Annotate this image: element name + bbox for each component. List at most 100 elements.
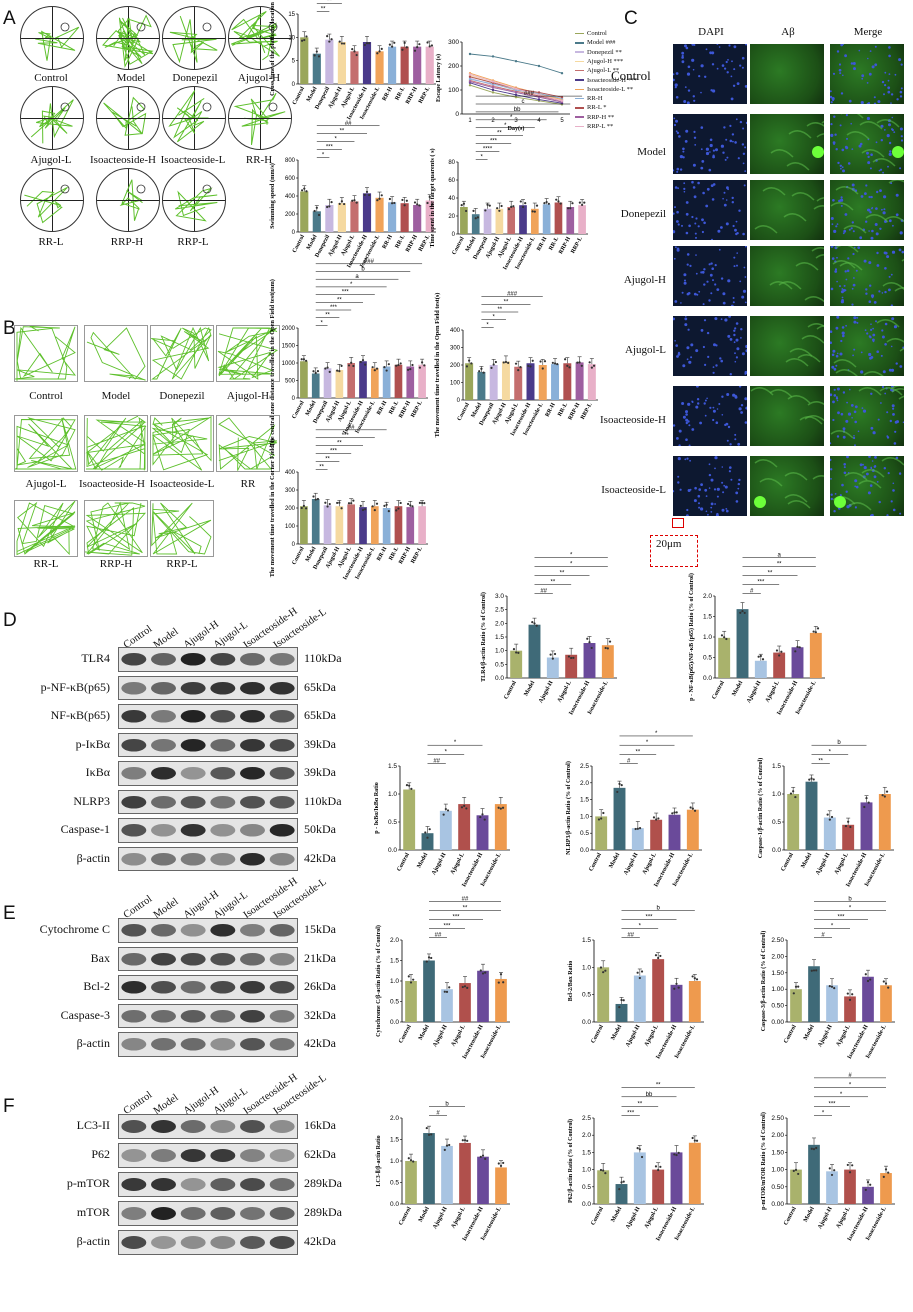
data-point	[761, 658, 765, 661]
band	[240, 923, 265, 937]
y-axis-label: Swimming speed (mm/s)	[269, 163, 276, 229]
bar	[394, 364, 403, 398]
band	[210, 823, 236, 837]
y-tick-label: 2.0	[703, 593, 712, 600]
data-point	[305, 507, 308, 510]
data-point	[830, 815, 834, 819]
significance-mark: ***	[645, 915, 653, 921]
chart-a4: 0 20 40 60 80 Time spent in the target quaren…	[429, 91, 588, 271]
blot-kda-label: 16kDa	[304, 1118, 336, 1132]
chart-svg: 0 500 1000 1500 2000 The central zone distanc…	[269, 259, 428, 447]
significance-mark: #	[627, 759, 631, 765]
field-label: Isoacteoside-L	[149, 478, 215, 490]
y-tick-label: 2.5	[495, 607, 504, 614]
field-label: RRP-L	[166, 558, 198, 570]
chart-d3: 0.0 0.5 1.0 1.5 p - IκBα/IκBα Ratio Control Mo…	[374, 740, 510, 888]
data-point	[393, 41, 396, 44]
band	[180, 652, 206, 666]
blot-bands	[121, 1149, 295, 1162]
track-path	[15, 326, 76, 381]
x-tick-label: Model	[418, 1206, 431, 1224]
cell-dots	[750, 44, 824, 104]
y-tick-label: 20	[448, 214, 455, 220]
blot-bands	[121, 1236, 295, 1249]
open-field-box-9	[84, 500, 148, 557]
data-point	[388, 197, 391, 201]
band	[121, 952, 147, 966]
y-tick-label: 0.5	[703, 655, 712, 662]
cell-dots	[830, 316, 904, 376]
x-tick-label: Control	[783, 1206, 798, 1227]
blot-strip	[118, 675, 298, 700]
data-point	[371, 505, 374, 508]
data-point	[317, 55, 321, 58]
bar	[300, 506, 308, 544]
x-tick-label: RR-L	[388, 546, 400, 561]
x-tick-label: Isoacteoside-L	[865, 1024, 888, 1059]
data-point	[792, 992, 795, 995]
data-point	[693, 809, 697, 812]
band	[180, 766, 206, 780]
data-point	[510, 205, 513, 208]
y-tick-label: 0.5	[390, 1180, 399, 1187]
series-point	[491, 55, 495, 58]
bar	[460, 207, 468, 234]
data-point	[849, 825, 852, 829]
data-point	[409, 1159, 413, 1162]
data-point	[543, 202, 546, 205]
track-path	[231, 11, 280, 61]
band	[180, 1120, 206, 1133]
y-tick-label: 1.5	[582, 937, 591, 944]
data-point	[720, 634, 724, 637]
data-point	[343, 42, 346, 45]
data-point	[851, 1164, 854, 1167]
blot-column-label: Isoacteoside-L	[271, 606, 329, 651]
x-tick-label: Ajugol-L	[765, 680, 781, 703]
x-tick-label: Control	[291, 400, 306, 420]
track-path	[151, 326, 212, 380]
data-point	[340, 200, 344, 203]
maze-label: RR-H	[245, 154, 273, 166]
x-tick-label: Model	[418, 1024, 431, 1042]
data-point	[816, 627, 820, 630]
data-point	[413, 201, 417, 204]
data-point	[497, 981, 500, 984]
data-point	[524, 202, 527, 205]
data-point	[409, 504, 412, 507]
chart-svg: 0.0 0.5 1.0 1.5 Caspase-1/β-actin Ratio (% o…	[757, 740, 894, 888]
data-point	[326, 35, 329, 38]
significance-mark: *	[504, 123, 507, 129]
band	[210, 652, 236, 666]
bar	[311, 373, 320, 398]
maze-label: Ajugol-L	[30, 154, 72, 166]
data-point	[420, 501, 424, 505]
data-point	[397, 363, 400, 367]
blot-strip	[118, 1003, 298, 1028]
legend-swatch	[575, 97, 584, 100]
band	[151, 766, 176, 780]
overlay-label: Control	[611, 68, 651, 83]
y-tick-label: 400	[285, 194, 296, 200]
maze-label: Control	[34, 72, 68, 84]
data-point	[326, 505, 329, 508]
data-point	[568, 366, 571, 369]
micrograph	[750, 44, 824, 104]
significance-mark: #	[750, 589, 754, 595]
x-tick-label: Ajugol-L	[836, 1206, 852, 1229]
chart-e3: 0.00 0.50 1.00 1.50 2.00 2.50 Caspase-3/β-acti…	[760, 897, 895, 1060]
bar	[370, 506, 379, 544]
maze-label: RR-L	[38, 236, 64, 248]
band	[269, 738, 295, 752]
bar	[808, 1144, 820, 1204]
series-point	[491, 91, 495, 94]
data-point	[300, 506, 303, 510]
significance-mark: ##	[540, 589, 547, 595]
band	[240, 1120, 265, 1133]
data-point	[461, 985, 464, 989]
bar	[359, 507, 367, 544]
data-point	[460, 806, 464, 809]
data-point	[657, 956, 660, 960]
bar	[337, 42, 346, 84]
y-tick-label: 1.5	[703, 614, 712, 621]
